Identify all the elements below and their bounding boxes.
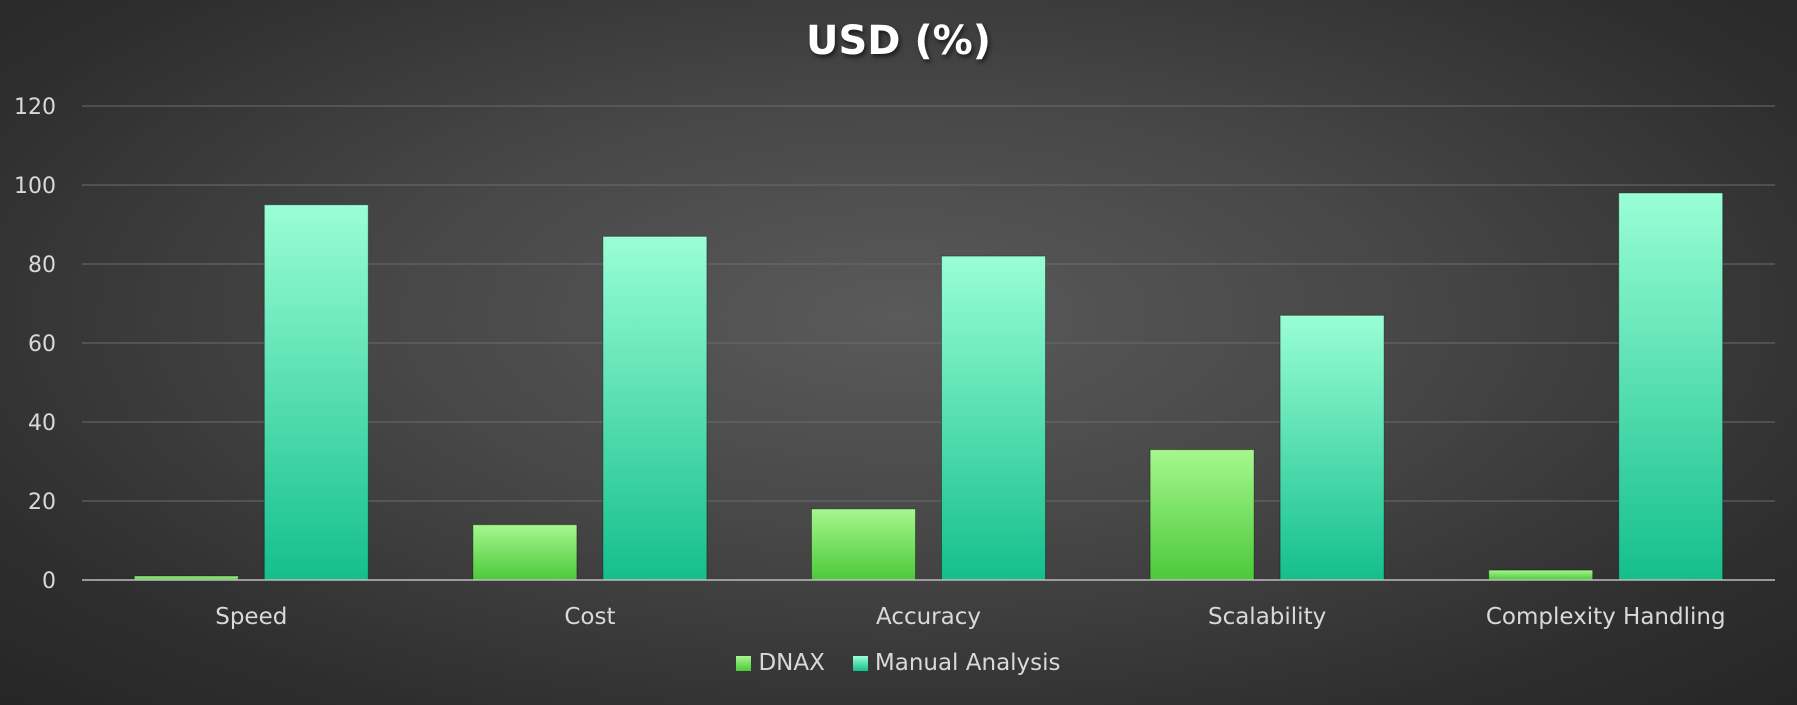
x-tick-label: Scalability (1208, 604, 1326, 630)
bar-manual-analysis (1618, 192, 1724, 581)
legend-item-dnax: DNAX (736, 650, 825, 676)
chart-legend: DNAX Manual Analysis (0, 650, 1797, 676)
y-tick-label: 0 (42, 569, 56, 594)
bar-dnax (472, 524, 578, 581)
chart-title: USD (%) (805, 18, 992, 64)
x-tick-label: Cost (564, 604, 615, 630)
bar-manual-analysis (263, 204, 369, 581)
bar-manual-analysis (602, 235, 708, 581)
y-tick-label: 20 (28, 490, 56, 515)
legend-swatch-manual-analysis (852, 655, 868, 671)
legend-label-manual-analysis: Manual Analysis (874, 650, 1061, 676)
x-tick-label: Accuracy (876, 604, 981, 630)
legend-swatch-dnax (736, 655, 752, 671)
y-tick-label: 120 (14, 95, 56, 120)
y-tick-label: 100 (14, 174, 56, 199)
bar-manual-analysis (941, 255, 1046, 581)
bar-manual-analysis (1279, 314, 1385, 581)
y-tick-label: 40 (28, 411, 56, 436)
y-tick-label: 80 (28, 253, 56, 278)
bar-dnax (811, 508, 916, 581)
bar-dnax (1149, 449, 1255, 581)
legend-label-dnax: DNAX (758, 650, 825, 676)
x-tick-label: Complexity Handling (1486, 604, 1726, 630)
x-tick-label: Speed (215, 604, 287, 630)
y-tick-label: 60 (28, 332, 56, 357)
legend-item-manual-analysis: Manual Analysis (852, 650, 1061, 676)
bar-dnax (1488, 569, 1594, 581)
